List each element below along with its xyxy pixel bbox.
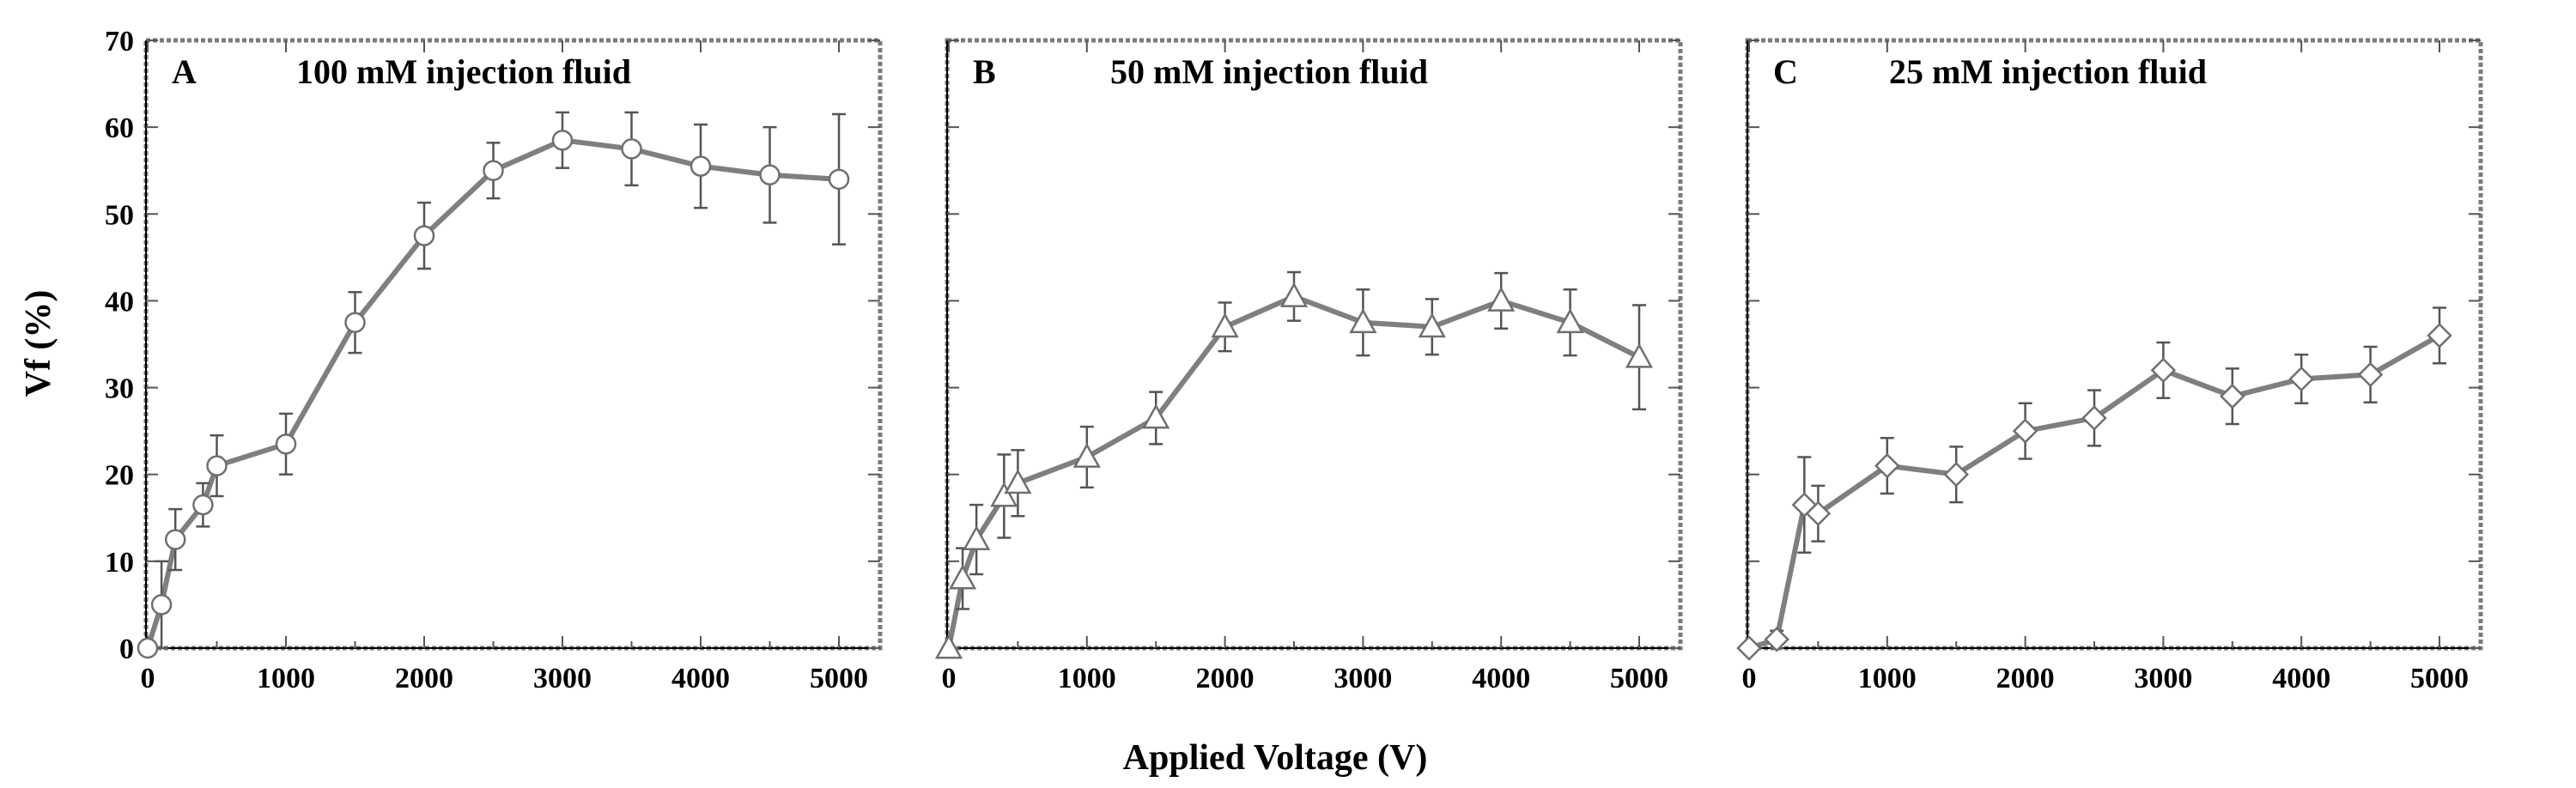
chart-panel-c: 0 1000 2000 3000 4000 5000 C 25 mM injection fl…: [1736, 38, 2483, 694]
data-point-circle: [483, 160, 504, 181]
data-point-triangle: [1279, 282, 1309, 307]
data-point-triangle: [1142, 403, 1170, 429]
x-tick-label: 1000: [1858, 663, 1917, 694]
data-point-triangle: [1625, 342, 1654, 368]
series-line: [1748, 333, 2441, 651]
data-point-triangle: [1349, 308, 1377, 334]
data-point-triangle: [1072, 442, 1101, 468]
x-axis-title: Applied Voltage (V): [1123, 738, 1428, 778]
data-point-diamond: [1943, 461, 1969, 488]
y-tick-label: 40: [105, 286, 134, 318]
data-point-triangle: [934, 633, 963, 659]
y-tick-label: 10: [105, 547, 134, 579]
x-tick-label: 3000: [533, 663, 592, 694]
data-point-diamond: [2357, 361, 2384, 388]
data-point-circle: [206, 455, 228, 476]
data-point-diamond: [2288, 366, 2314, 392]
panel-letter: B: [973, 52, 996, 91]
panel-letter: C: [1773, 52, 1798, 91]
data-point-circle: [828, 168, 850, 191]
data-point-diamond: [2220, 383, 2245, 409]
x-tick-label: 4000: [1472, 663, 1530, 694]
data-point-diamond: [1736, 635, 1762, 661]
panel-title: 100 mM injection fluid: [296, 52, 631, 91]
data-point-circle: [621, 138, 642, 160]
data-point-diamond: [2427, 323, 2452, 349]
data-point-diamond: [1764, 627, 1789, 652]
x-tick-label: 1000: [257, 663, 315, 694]
y-tick-label: 30: [105, 373, 134, 405]
data-point-triangle: [1487, 286, 1516, 312]
data-point-circle: [275, 433, 297, 455]
x-tick-label: 0: [141, 663, 155, 694]
panel-title: 50 mM injection fluid: [1110, 52, 1428, 91]
data-point-triangle: [963, 524, 991, 551]
data-point-circle: [164, 529, 186, 550]
chart-panel-a: 0 10 20 30 40 50 60 70 0 1000 2000 3000 4000 5000 A 100…: [105, 26, 883, 694]
x-tick-label: 2000: [1996, 663, 2055, 694]
data-point-circle: [413, 225, 435, 246]
chart-panel-b: 0 1000 2000 3000 4000 5000 B 50 mM injection fl…: [934, 38, 1683, 694]
y-tick-label: 50: [105, 199, 134, 231]
x-tick-label: 0: [1742, 663, 1757, 694]
y-tick-label: 20: [105, 460, 134, 492]
x-tick-label: 1000: [1058, 663, 1116, 694]
x-tick-label: 5000: [2410, 663, 2469, 694]
data-point-triangle: [948, 564, 977, 590]
panels-group: 0 10 20 30 40 50 60 70 0 1000 2000 3000 4000 5000 A 100…: [105, 26, 2483, 694]
data-point-circle: [192, 494, 214, 516]
data-point-circle: [551, 130, 574, 151]
plot-frame: [1745, 38, 2483, 651]
data-point-triangle: [990, 482, 1018, 507]
panel-letter: A: [172, 52, 197, 91]
data-point-triangle: [1004, 469, 1032, 494]
data-point-circle: [137, 637, 159, 659]
data-point-triangle: [1418, 312, 1446, 338]
y-tick-label: 0: [119, 633, 134, 665]
data-point-diamond: [1874, 452, 1900, 479]
series-line: [946, 294, 1641, 649]
x-tick-label: 4000: [2272, 663, 2330, 694]
x-tick-label: 3000: [1334, 663, 1392, 694]
data-point-triangle: [1556, 308, 1584, 334]
data-point-diamond: [1805, 500, 1832, 526]
data-point-triangle: [1211, 312, 1239, 338]
panel-title: 25 mM injection fluid: [1889, 52, 2207, 91]
data-point-diamond: [2150, 357, 2177, 384]
x-tick-label: 0: [942, 663, 957, 694]
x-tick-label: 2000: [395, 663, 453, 694]
data-point-circle: [759, 164, 781, 186]
data-point-diamond: [2081, 405, 2107, 431]
y-tick-label: 60: [105, 112, 134, 144]
series-line: [145, 137, 840, 649]
y-axis-title: Vf (%): [19, 290, 58, 397]
data-point-diamond: [2012, 418, 2038, 444]
data-point-circle: [150, 594, 173, 615]
x-tick-label: 4000: [671, 663, 730, 694]
y-tick-label: 70: [105, 26, 134, 58]
data-point-circle: [344, 312, 366, 333]
x-tick-label: 5000: [1610, 663, 1668, 694]
data-point-circle: [690, 155, 712, 177]
x-tick-label: 2000: [1196, 663, 1255, 694]
x-tick-label: 3000: [2134, 663, 2192, 694]
x-tick-label: 5000: [810, 663, 868, 694]
